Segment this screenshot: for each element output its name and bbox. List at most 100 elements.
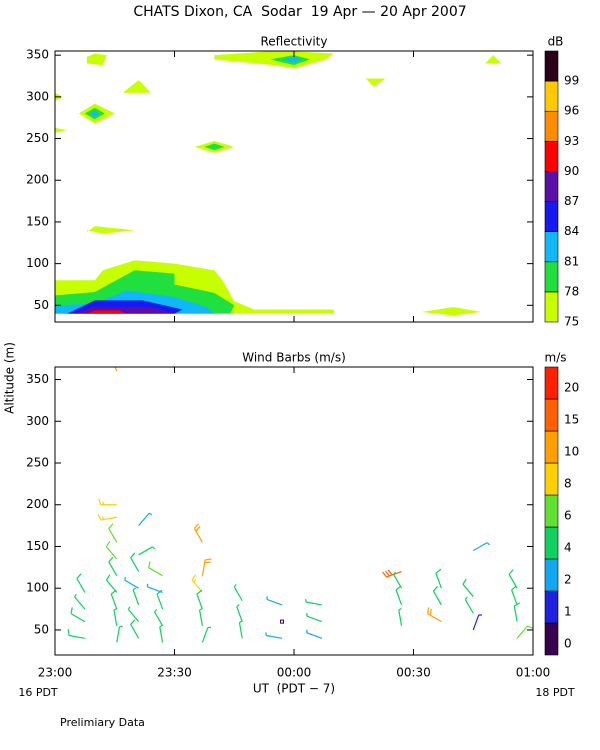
wind-barb [201, 626, 212, 643]
wind-barb [127, 606, 140, 622]
wind-barb [108, 556, 118, 576]
wind-barb [305, 598, 322, 606]
colorbar-tick-label: 10 [564, 444, 579, 458]
wind-barb [266, 596, 283, 606]
wind-barb [511, 585, 518, 606]
wind-barb [97, 514, 117, 521]
contour-patch [86, 53, 107, 66]
contour-patch [365, 78, 386, 87]
page-title: CHATS Dixon, CA Sodar 19 Apr — 20 Apr 20… [133, 4, 466, 20]
wind-barb [130, 552, 140, 572]
colorbar-bin [544, 201, 559, 232]
panel-title: Reflectivity [260, 35, 327, 49]
wind-barb [105, 541, 118, 560]
x-tick-label: 23:00 [38, 666, 73, 680]
panel-title: Wind Barbs (m/s) [242, 351, 346, 365]
contour-patch [421, 306, 482, 316]
x-tick-label: 01:00 [516, 666, 551, 680]
wind-barb [306, 612, 323, 623]
wind-barb [462, 578, 474, 597]
colorbar-bin [544, 50, 559, 82]
colorbar-tick-label: 96 [564, 104, 579, 118]
colorbar-tick-label: 81 [564, 254, 579, 268]
colorbar-tick-label: 0 [564, 636, 572, 650]
plot-area [55, 51, 502, 316]
date-label: 16 PDT [18, 686, 58, 699]
colorbar-bin [544, 558, 559, 592]
wind-barb [138, 546, 156, 556]
colorbar-label: m/s [545, 351, 567, 365]
colorbar-tick-label: 99 [564, 74, 579, 88]
colorbar-tick-label: 8 [564, 476, 572, 490]
colorbar-bin [544, 398, 559, 432]
colorbar-tick-label: 2 [564, 572, 572, 586]
y-tick-label: 100 [26, 581, 49, 595]
wind-barb [67, 629, 85, 639]
colorbar-bin [544, 110, 559, 142]
wind-barb [116, 625, 123, 643]
wind-barb [508, 569, 518, 589]
y-tick-label: 350 [26, 48, 49, 62]
x-tick-label: 23:30 [157, 666, 192, 680]
wind-barb [159, 624, 164, 643]
colorbar-tick-label: 78 [564, 284, 579, 298]
wind-barb [74, 593, 86, 610]
contour-patch [204, 143, 225, 151]
wind-barb [193, 523, 203, 543]
colorbar-tick-label: 15 [564, 412, 579, 426]
colorbar-tick-label: 4 [564, 540, 572, 554]
colorbar-bin [544, 231, 559, 263]
wind-barb [132, 587, 140, 606]
wind-barb [236, 604, 243, 622]
wind-barb [382, 569, 402, 578]
colorbar-tick-label: 84 [564, 224, 579, 238]
colorbar-bin [544, 291, 559, 323]
y-tick-label: 350 [26, 372, 49, 386]
plot-frame [54, 366, 534, 656]
wind-barb [201, 558, 212, 576]
y-tick-label: 300 [26, 414, 49, 428]
date-label: 18 PDT [535, 686, 575, 699]
wind-barb [426, 607, 442, 623]
colorbar-bin [544, 462, 559, 496]
y-tick-label: 50 [34, 298, 49, 312]
wind-barb [113, 607, 118, 626]
wind-barb [516, 625, 533, 639]
wind-barb [76, 573, 86, 593]
colorbar-bin [544, 590, 559, 624]
wind-barb [472, 614, 482, 631]
wind-barb [233, 584, 243, 602]
colorbar-tick-label: 20 [564, 380, 579, 394]
wind-barb [108, 523, 118, 543]
colorbar-bin [544, 430, 559, 464]
colorbar-bin [544, 622, 559, 656]
wind-barb [265, 632, 283, 639]
wind-barb [98, 498, 117, 506]
wind-barb [513, 602, 521, 622]
contour-patch [122, 80, 151, 93]
colorbar-bin [544, 261, 559, 293]
colorbar-bin [544, 526, 559, 560]
wind-barb [148, 561, 163, 577]
wind-barb [191, 574, 203, 593]
x-axis-label: UT (PDT − 7) [253, 682, 335, 696]
wind-barb [154, 609, 164, 627]
plot-area [67, 367, 533, 643]
y-tick-label: 150 [26, 539, 49, 553]
contour-patch [86, 226, 135, 234]
wind-barb [395, 585, 403, 606]
wind-barb [472, 542, 490, 552]
colorbar-label: dB [548, 35, 564, 49]
colorbar-bin [544, 494, 559, 528]
colorbar-tick-label: 93 [564, 134, 579, 148]
colorbar-tick-label: 90 [564, 164, 579, 178]
colorbar-tick-label: 1 [564, 604, 572, 618]
colorbar-bin [544, 366, 559, 400]
colorbar-tick-label: 87 [564, 194, 579, 208]
y-tick-label: 200 [26, 497, 49, 511]
wind-barb [432, 585, 442, 606]
contour-patch [282, 56, 302, 63]
wind-barb [114, 367, 118, 372]
wind-barb [124, 576, 139, 589]
